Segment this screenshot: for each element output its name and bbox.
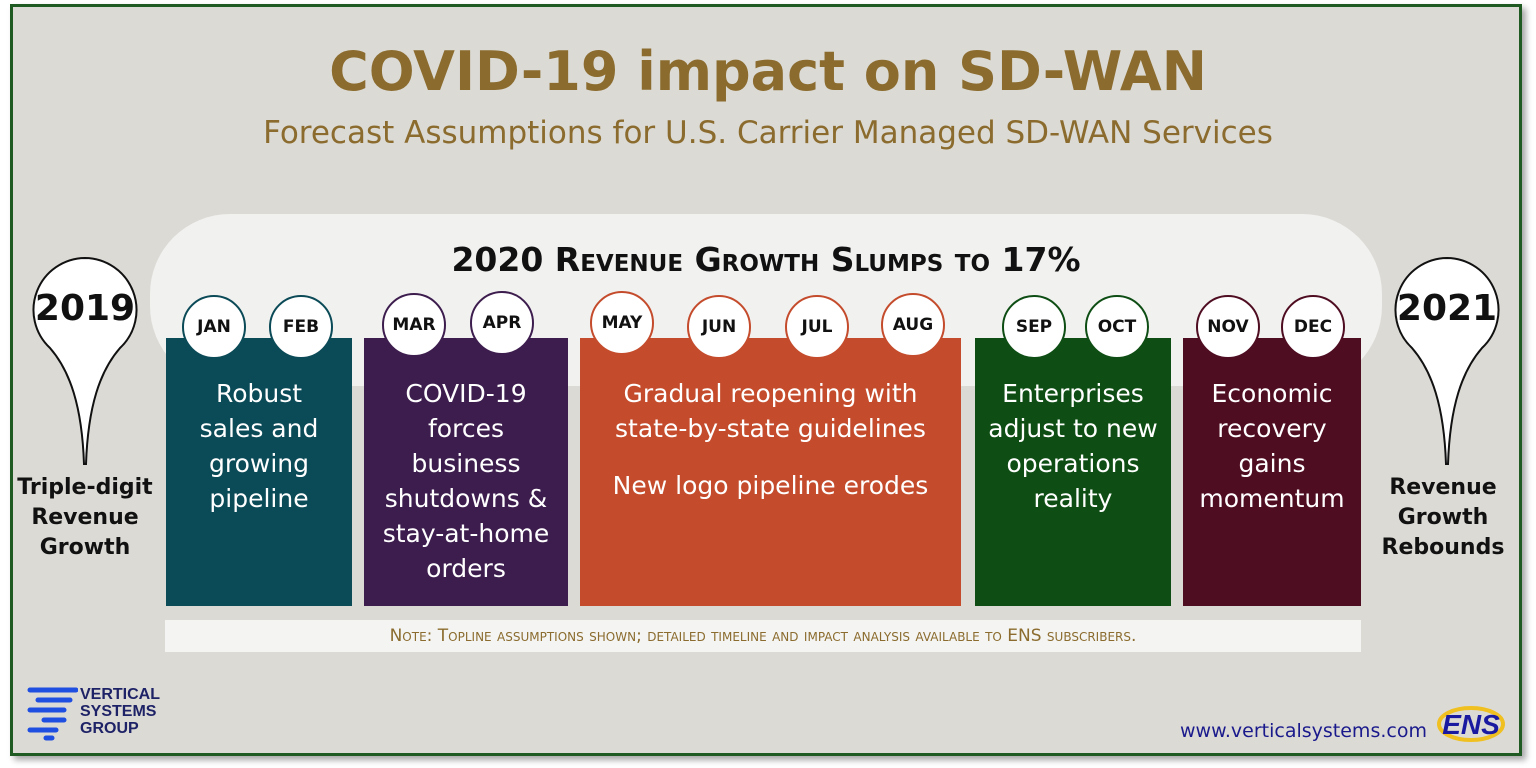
month-badge: NOV (1196, 295, 1260, 359)
phase-text: operations (1006, 449, 1140, 478)
title: COVID-19 impact on SD-WAN (329, 40, 1207, 103)
caption-line: Growth (1397, 505, 1489, 530)
month-badge: JUN (687, 295, 751, 359)
phase-text: forces (428, 414, 504, 443)
caption-line: Growth (39, 535, 131, 560)
phase-text: shutdowns & (384, 484, 548, 513)
phase-text: reality (1033, 484, 1113, 513)
caption-line: Revenue (31, 505, 139, 530)
year-2019: 2019 (34, 288, 136, 329)
month-badge: AUG (881, 293, 945, 357)
map-pin-icon (1394, 256, 1500, 465)
svg-text:ENS: ENS (1442, 709, 1500, 740)
phase-box: Enterprises adjust to new operations realit… (975, 338, 1171, 606)
phase-text: Enterprises (1002, 379, 1144, 408)
month-badge: JUL (785, 295, 849, 359)
phase-box: Robust sales and growing pipeline (166, 338, 352, 606)
month-badge: APR (470, 291, 534, 355)
logo-text: GROUP (80, 720, 139, 737)
logo-stripes-icon (27, 687, 78, 741)
month-badge: DEC (1281, 295, 1345, 359)
phase-text: orders (426, 554, 506, 583)
month-badge: FEB (269, 295, 333, 359)
phase-text: New logo pipeline erodes (612, 471, 929, 500)
footnote: Note: Topline assumptions shown; detaile… (165, 620, 1361, 652)
website-link[interactable]: www.verticalsystems.com (1180, 720, 1427, 742)
phase-text: recovery (1217, 414, 1327, 443)
phase-text: growing (209, 449, 309, 478)
month-badge: MAR (382, 293, 446, 357)
phase-text: sales and (199, 414, 319, 443)
month-badge: JAN (182, 295, 246, 359)
phase-text: Economic (1211, 379, 1333, 408)
phase-text: COVID-19 (405, 379, 527, 408)
phase-text: Robust (215, 379, 303, 408)
map-pin-icon (32, 256, 138, 465)
vertical-systems-group-logo: VERTICAL SYSTEMS GROUP (26, 686, 162, 742)
year-2021: 2021 (1396, 288, 1498, 329)
phase-text: state-by-state guidelines (615, 414, 926, 443)
ens-ellipse-icon: ENS (1437, 706, 1505, 742)
phase-text: business (411, 449, 521, 478)
month-badge: SEP (1002, 295, 1066, 359)
logo-text: SYSTEMS (80, 703, 157, 720)
phase-box: Gradual reopening with state-by-state gui… (580, 338, 961, 606)
subtitle: Forecast Assumptions for U.S. Carrier Ma… (263, 115, 1273, 151)
left-caption: Triple-digit Revenue Growth (10, 473, 160, 563)
phase-text: gains (1238, 449, 1306, 478)
phase-box: Economic recovery gains momentum (1183, 338, 1361, 606)
phase-text: stay-at-home (382, 519, 550, 548)
month-badge: OCT (1085, 295, 1149, 359)
logo-text: VERTICAL (80, 686, 160, 703)
caption-line: Triple-digit (17, 475, 153, 500)
phase-text: Gradual reopening with (623, 379, 918, 408)
caption-line: Revenue (1389, 475, 1497, 500)
right-caption: Revenue Growth Rebounds (1368, 473, 1518, 563)
month-badge: MAY (590, 291, 654, 355)
caption-line: Rebounds (1381, 535, 1505, 560)
phase-text: adjust to new (988, 414, 1158, 443)
ens-logo: ENS (1436, 704, 1506, 744)
phase-text: pipeline (209, 484, 309, 513)
phase-box: COVID-19 forces business shutdowns & stay-at… (364, 338, 568, 606)
phase-text: momentum (1199, 484, 1345, 513)
headline: 2020 Revenue Growth Slumps to 17% (451, 240, 1081, 279)
